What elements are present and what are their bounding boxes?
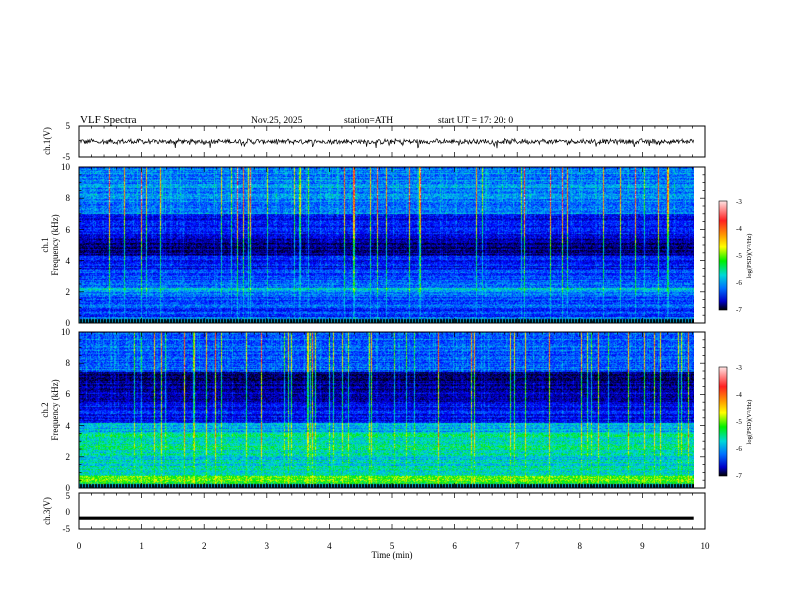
time-axis: 0 1 2 3 4 5 6 7 8 9 10	[77, 541, 710, 551]
ch2-colorbar	[719, 367, 727, 476]
ch1-ytick-10: 10	[61, 162, 71, 172]
ch1-ytick-4: 4	[66, 256, 71, 266]
ch1-ytick-2: 2	[66, 287, 71, 297]
ch1-ytick-top: 5	[66, 121, 71, 131]
ch1-colorbar	[719, 201, 727, 310]
ch1-frequency-label: Frequency (kHz)	[50, 214, 60, 275]
ch2-ytick-0: 0	[66, 483, 71, 493]
xtick-6: 6	[452, 541, 457, 551]
xtick-9: 9	[640, 541, 645, 551]
ch2-ytick-2: 2	[66, 452, 71, 462]
ch2-cb-tick-7: -7	[736, 472, 742, 480]
ch2-spectrogram-image	[79, 332, 694, 488]
ch2-spectrogram-panel: 0 2 4 6 8 10 ch.2 Frequency (kHz) -3 -4 …	[40, 327, 753, 493]
ch1-colorbar-frame	[718, 200, 728, 311]
ch2-ytick-10: 10	[61, 327, 71, 337]
date-label: Nov.25, 2025	[251, 116, 303, 126]
ch1-spectrogram-panel: 0 2 4 6 8 10 ch.1 Frequency (kHz) -3 -4 …	[40, 162, 753, 328]
xtick-0: 0	[77, 541, 82, 551]
ch1-cb-tick-7: -7	[736, 306, 742, 314]
ch1-ytick-bottom: -5	[63, 152, 71, 162]
ch1-ytick-8: 8	[66, 193, 71, 203]
xtick-1: 1	[139, 541, 144, 551]
ch1-cb-tick-3: -3	[736, 198, 742, 206]
tick-marks	[78, 126, 706, 529]
x-axis-label: Time (min)	[372, 550, 413, 560]
ch2-cb-tick-3: -3	[736, 364, 742, 372]
ch2-cb-tick-5: -5	[736, 418, 742, 426]
start-time-label: start UT = 17: 20: 0	[438, 116, 513, 126]
ch2-channel-label: ch.2	[40, 402, 50, 417]
ch1-waveform-line	[78, 137, 695, 149]
ch1-ytick-6: 6	[66, 225, 71, 235]
xtick-5: 5	[390, 541, 395, 551]
ch2-frequency-label: Frequency (kHz)	[50, 379, 60, 440]
ch2-ytick-6: 6	[66, 389, 71, 399]
xtick-10: 10	[701, 541, 711, 551]
ch1-spectrogram-image	[79, 167, 694, 323]
ch2-colorbar-label: log(PSD)(V²/Hz)	[746, 400, 753, 445]
ch3-waveform-ylabel: ch.3(V)	[42, 497, 52, 525]
ch1-ytick-0: 0	[66, 318, 71, 328]
station-label: station=ATH	[344, 116, 393, 126]
ch1-cb-tick-5: -5	[736, 252, 742, 260]
ch3-waveform-frame	[78, 492, 706, 530]
ch3-ytick-0: 0	[66, 507, 71, 517]
xtick-8: 8	[578, 541, 583, 551]
xtick-3: 3	[265, 541, 270, 551]
ch1-channel-label: ch.1	[40, 237, 50, 252]
ch1-waveform-ylabel: ch.1(V)	[42, 127, 52, 155]
ch2-cb-tick-6: -6	[736, 445, 742, 453]
xtick-4: 4	[327, 541, 332, 551]
ch2-ytick-4: 4	[66, 421, 71, 431]
ch3-ytick-5: 5	[66, 491, 71, 501]
ch2-cb-tick-4: -4	[736, 391, 742, 399]
ch1-cb-tick-4: -4	[736, 225, 742, 233]
ch1-colorbar-label: log(PSD)(V²/Hz)	[746, 234, 753, 279]
ch2-colorbar-frame	[718, 366, 728, 477]
xtick-7: 7	[515, 541, 520, 551]
ch3-ytick-neg5: -5	[63, 524, 71, 534]
xtick-2: 2	[202, 541, 207, 551]
figure-title: VLF Spectra	[80, 114, 137, 126]
ch1-cb-tick-6: -6	[736, 279, 742, 287]
ch2-ytick-8: 8	[66, 358, 71, 368]
